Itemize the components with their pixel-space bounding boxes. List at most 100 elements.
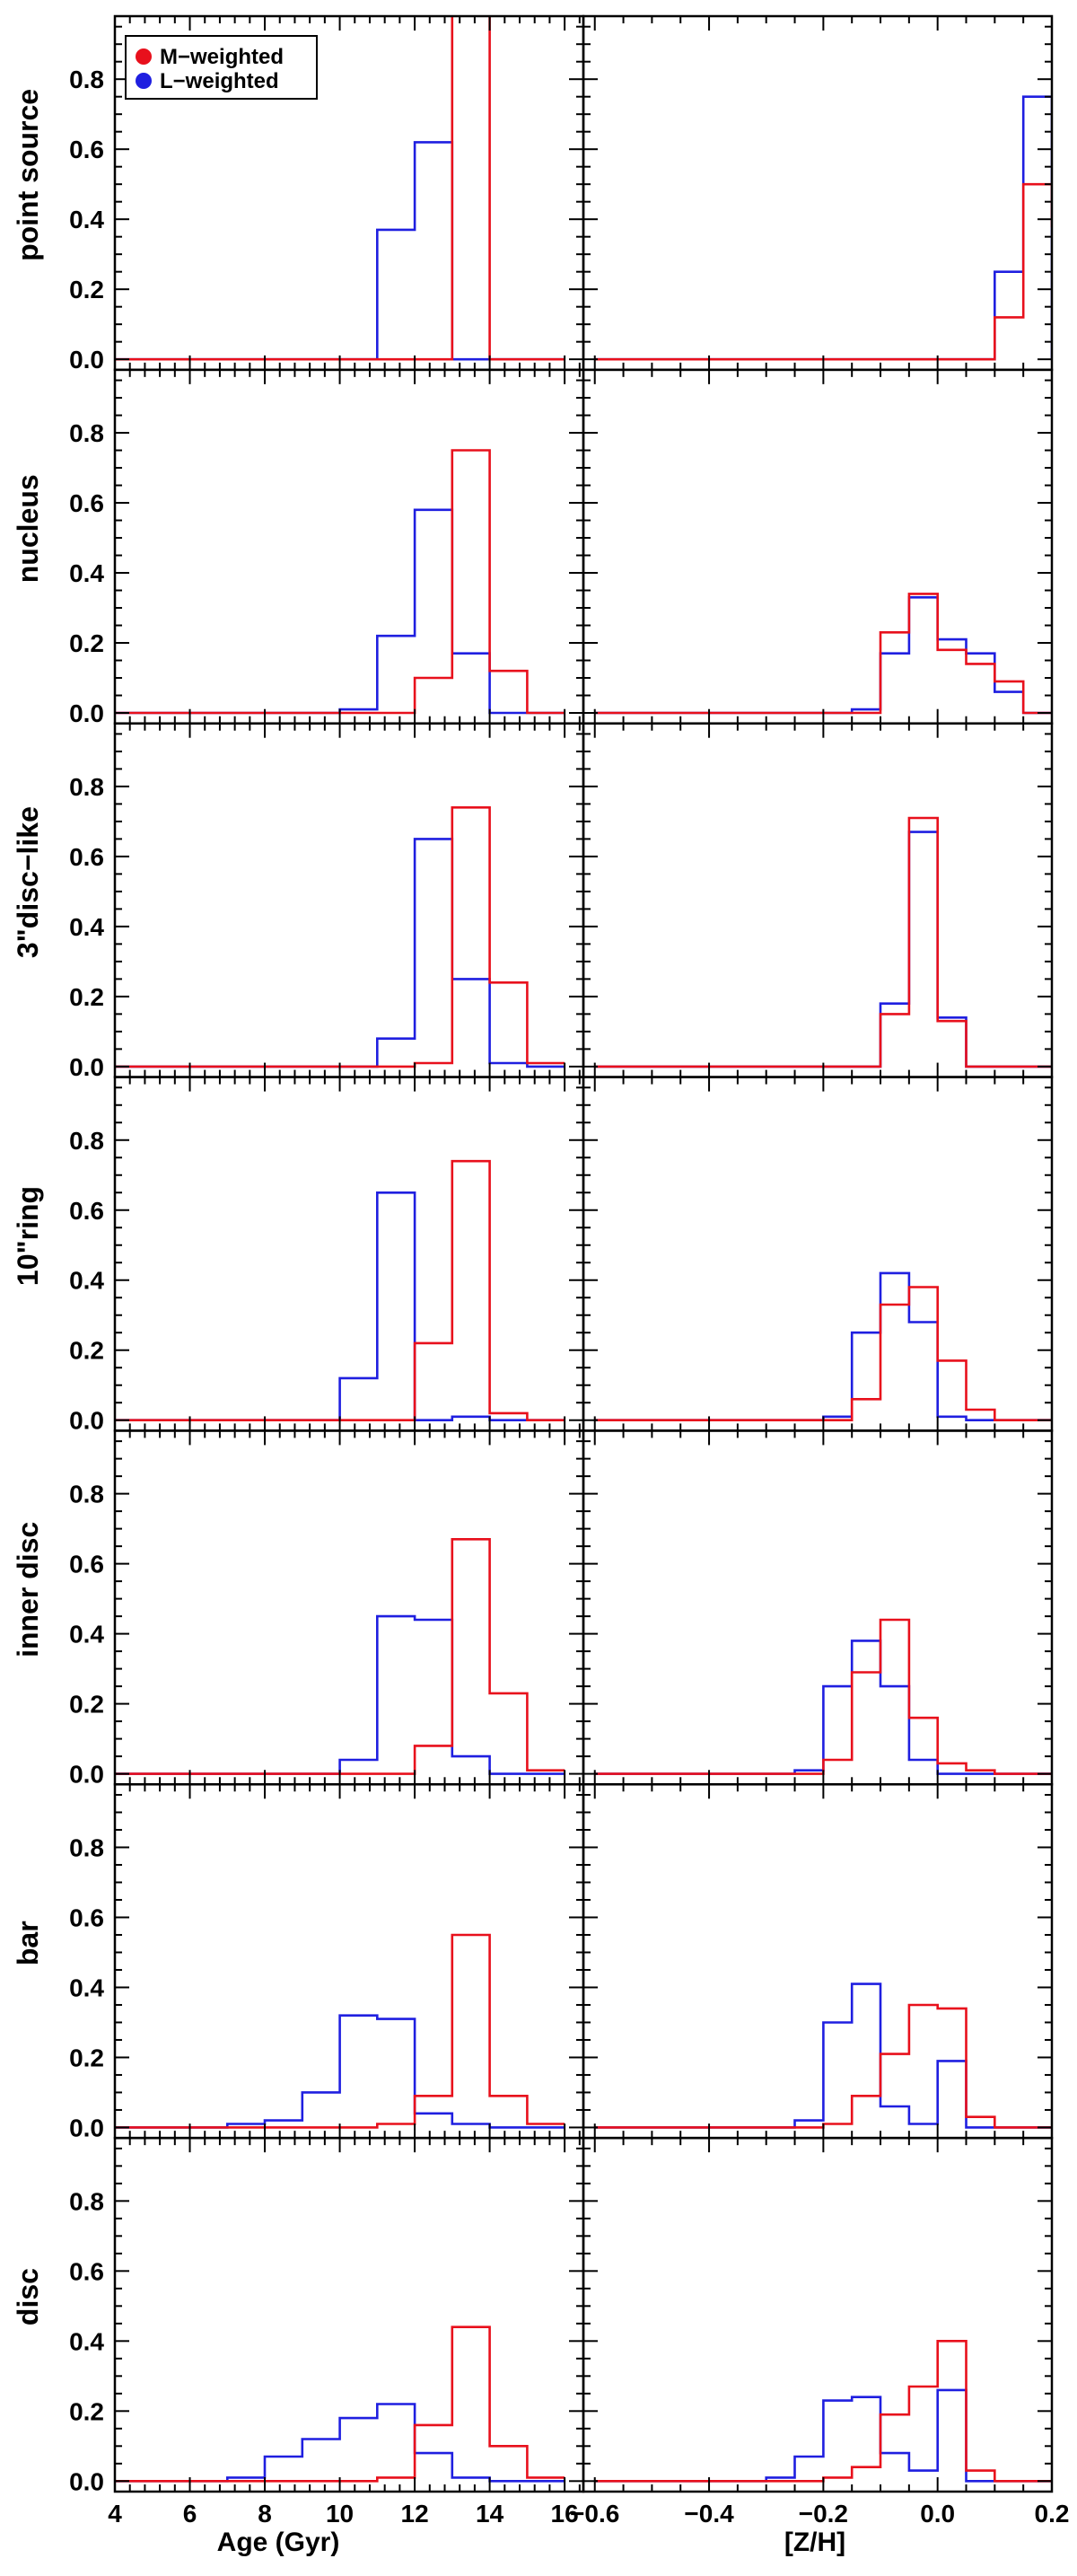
- y-tick-label: 0.0: [69, 1053, 104, 1081]
- panel-6-0: 0.0 0.2 0.4 0.6 0.8 4 6 8 10 12 14 16 Age (Gyr): [69, 2136, 585, 2557]
- panel-3-0: 0.0 0.2 0.4 0.6 0.8: [69, 1076, 585, 1435]
- m-weighted-histogram: [594, 1618, 1052, 1775]
- x-tick-label: 0.2: [1035, 2500, 1070, 2528]
- panel-frame: [582, 368, 1054, 725]
- panel-frame: [113, 1429, 585, 1786]
- m-weighted-histogram: [594, 182, 1052, 361]
- y-tick-label: 0.2: [69, 1691, 104, 1719]
- y-tick-label: 0.0: [69, 2114, 104, 2141]
- panel-4-1: [582, 1429, 1054, 1786]
- panel-frame: [582, 14, 1054, 372]
- row-label: bar: [12, 1921, 44, 1965]
- y-tick-label: 0.0: [69, 1407, 104, 1435]
- l-weighted-histogram: [115, 508, 565, 715]
- x-tick-label: 16: [551, 2500, 579, 2528]
- m-weighted-histogram: [594, 1286, 1052, 1421]
- y-tick-label: 0.6: [69, 2257, 104, 2285]
- panel-6-1: −0.6 −0.4 −0.2 0.0 0.2 [Z/H]: [570, 2136, 1070, 2557]
- y-tick-label: 0.8: [69, 2187, 104, 2215]
- y-tick-label: 0.2: [69, 983, 104, 1011]
- panel-frame: [582, 1076, 1054, 1432]
- y-tick-label: 0.2: [69, 1337, 104, 1365]
- l-weighted-histogram: [115, 2403, 565, 2483]
- l-weighted-histogram: [115, 1614, 565, 1775]
- y-tick-label: 0.8: [69, 1481, 104, 1508]
- panel-frame: [582, 1429, 1054, 1786]
- y-tick-label: 0.8: [69, 419, 104, 447]
- l-weighted-histogram: [115, 1191, 565, 1421]
- y-tick-label: 0.4: [69, 1974, 104, 2001]
- y-tick-label: 0.2: [69, 629, 104, 657]
- x-tick-label: −0.2: [799, 2500, 848, 2528]
- l-weighted-histogram: [115, 838, 565, 1068]
- m-weighted-histogram: [115, 16, 565, 361]
- l-weighted-histogram: [115, 141, 565, 361]
- l-weighted-histogram: [594, 596, 1052, 715]
- panel-row-4: 0.0 0.2 0.4 0.6 0.8 inner disc: [12, 1429, 1054, 1789]
- row-label: disc: [12, 2268, 44, 2325]
- l-weighted-histogram: [594, 1640, 1052, 1775]
- panel-frame: [582, 722, 1054, 1078]
- y-tick-label: 0.6: [69, 843, 104, 871]
- y-tick-label: 0.4: [69, 2327, 104, 2355]
- row-label: 3"disc−like: [12, 806, 44, 958]
- y-tick-label: 0.6: [69, 489, 104, 517]
- panel-row-2: 0.0 0.2 0.4 0.6 0.8 3"disc−like: [12, 722, 1054, 1081]
- x-tick-label: 14: [476, 2500, 504, 2528]
- y-tick-label: 0.6: [69, 1903, 104, 1931]
- panel-row-0: 0.0 0.2 0.4 0.6 0.8 point source: [12, 14, 1054, 374]
- m-weighted-histogram: [115, 1933, 565, 2129]
- m-weighted-histogram: [115, 2325, 565, 2483]
- m-weighted-histogram: [115, 806, 565, 1068]
- y-tick-label: 0.4: [69, 206, 104, 233]
- y-tick-label: 0.6: [69, 1551, 104, 1578]
- y-tick-label: 0.6: [69, 136, 104, 163]
- y-tick-label: 0.4: [69, 913, 104, 941]
- l-weighted-histogram: [115, 2014, 565, 2129]
- l-weighted-histogram: [594, 1983, 1052, 2129]
- m-weighted-histogram: [594, 816, 1052, 1068]
- panel-3-1: [582, 1076, 1054, 1432]
- panel-0-1: [582, 14, 1054, 372]
- y-tick-label: 0.0: [69, 699, 104, 727]
- y-tick-label: 0.0: [69, 2467, 104, 2495]
- panel-1-0: 0.0 0.2 0.4 0.6 0.8: [69, 368, 585, 727]
- y-tick-label: 0.0: [69, 346, 104, 374]
- panel-frame: [113, 2136, 585, 2493]
- row-label: inner disc: [12, 1522, 44, 1657]
- panel-frame: [582, 1783, 1054, 2140]
- panel-1-1: [582, 368, 1054, 725]
- x-tick-label: 10: [326, 2500, 354, 2528]
- l-weighted-histogram: [594, 95, 1052, 361]
- x-tick-label: 4: [108, 2500, 122, 2528]
- panel-frame: [113, 1783, 585, 2140]
- y-tick-label: 0.4: [69, 559, 104, 587]
- row-label: point source: [12, 89, 44, 261]
- y-tick-label: 0.2: [69, 2044, 104, 2071]
- m-weighted-histogram: [115, 449, 565, 715]
- l-weighted-histogram: [594, 1271, 1052, 1421]
- l-weighted-histogram: [594, 831, 1052, 1068]
- y-tick-label: 0.4: [69, 1267, 104, 1295]
- x-tick-label: 0.0: [920, 2500, 955, 2528]
- y-tick-label: 0.6: [69, 1197, 104, 1225]
- row-label: 10"ring: [12, 1186, 44, 1286]
- y-tick-label: 0.8: [69, 1127, 104, 1155]
- x-tick-label: 8: [258, 2500, 272, 2528]
- y-tick-label: 0.8: [69, 66, 104, 93]
- y-tick-label: 0.8: [69, 1833, 104, 1861]
- l-weighted-marker-icon: [136, 73, 152, 89]
- m-weighted-histogram: [115, 1538, 565, 1775]
- x-tick-label: 12: [401, 2500, 429, 2528]
- panel-5-1: [582, 1783, 1054, 2140]
- panel-row-3: 0.0 0.2 0.4 0.6 0.8 10"ring: [12, 1076, 1054, 1435]
- panel-row-5: 0.0 0.2 0.4 0.6 0.8 bar: [12, 1783, 1054, 2141]
- panel-row-1: 0.0 0.2 0.4 0.6 0.8 nucleus: [12, 368, 1054, 727]
- m-weighted-histogram: [594, 2340, 1052, 2483]
- x-axis-title: Age (Gyr): [217, 2528, 340, 2557]
- y-tick-label: 0.0: [69, 1761, 104, 1789]
- panel-2-1: [582, 722, 1054, 1078]
